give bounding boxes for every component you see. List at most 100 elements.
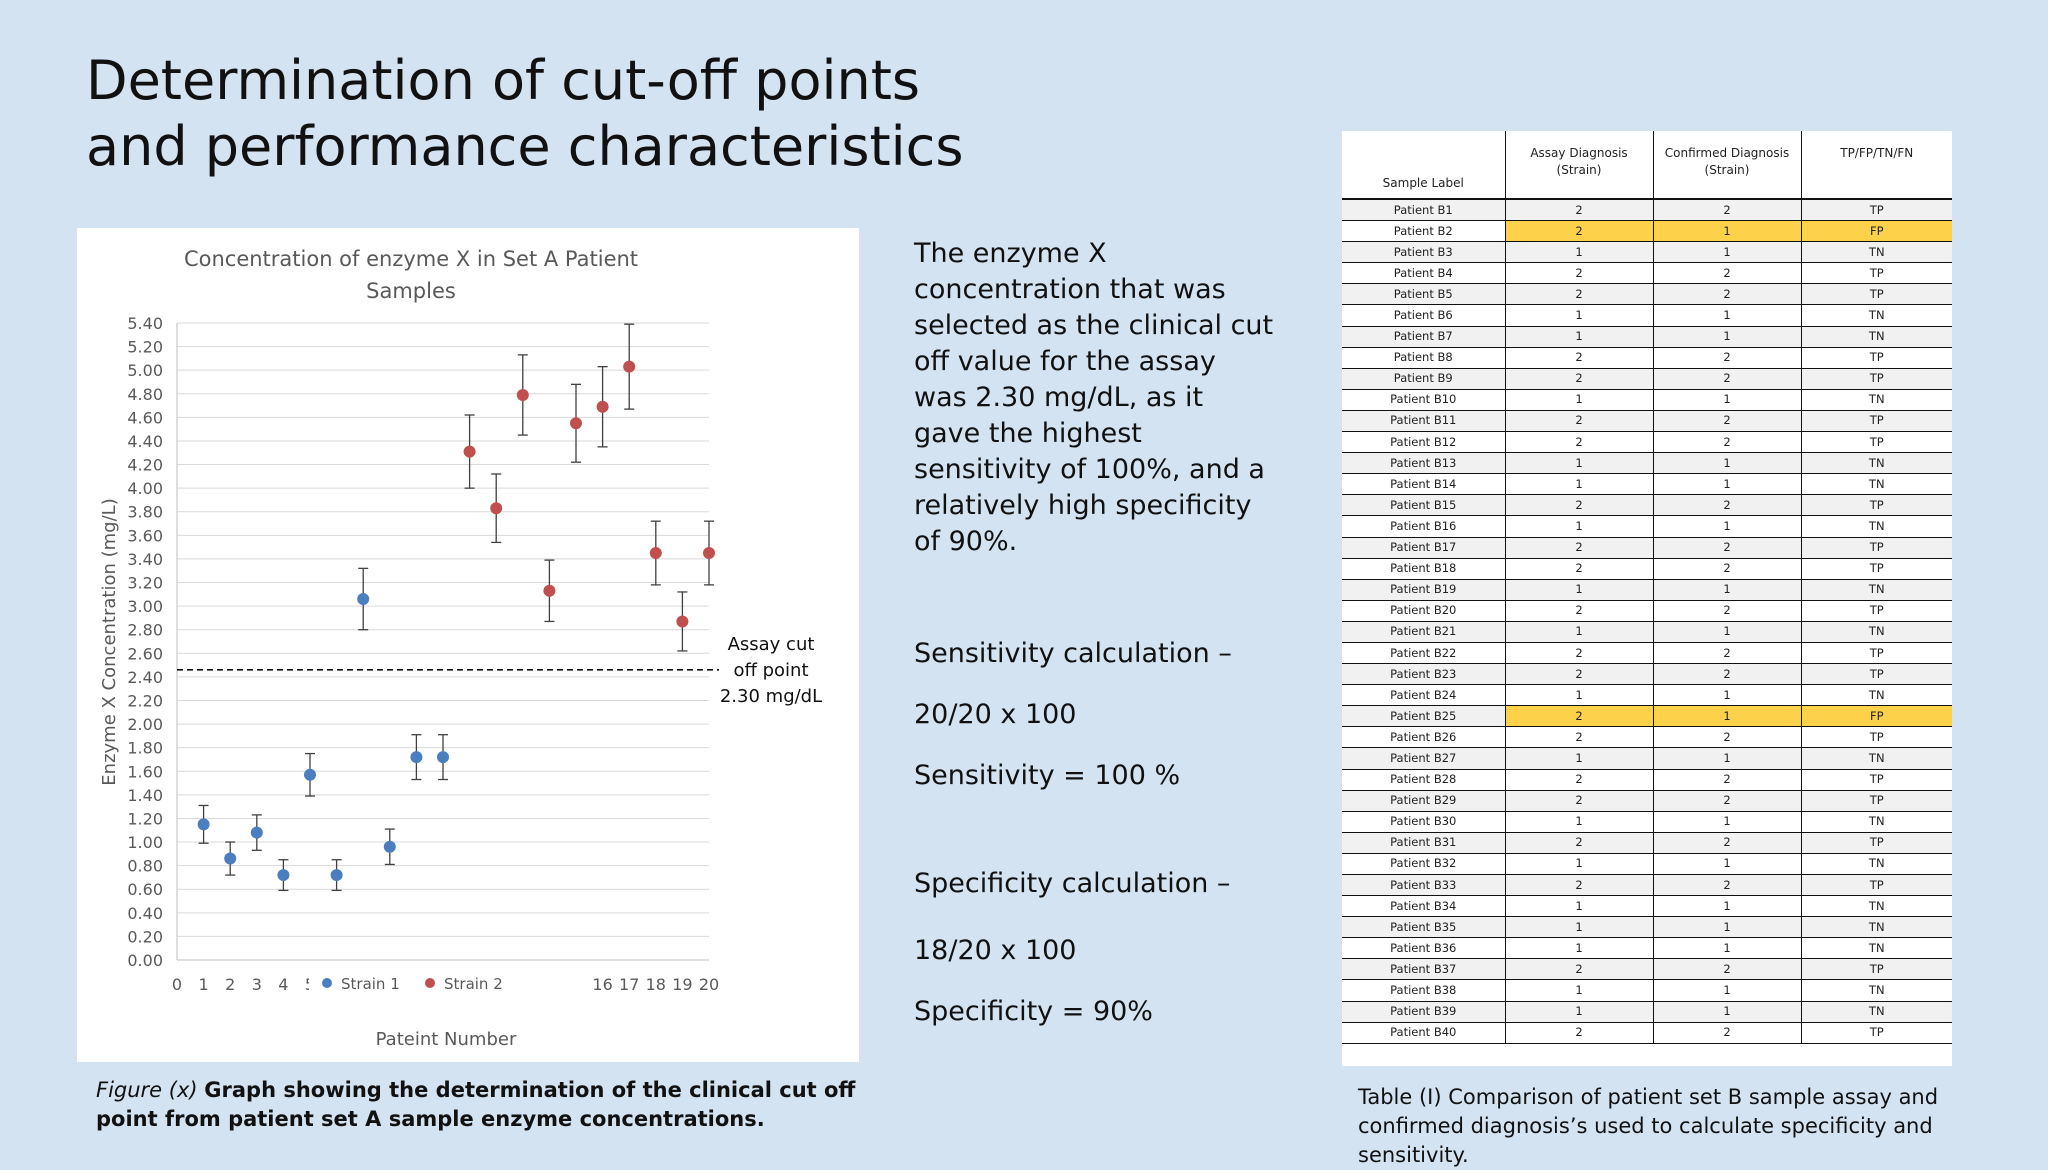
data-point-strain-2 (676, 615, 689, 628)
y-tick-label: 0.60 (127, 880, 163, 899)
table-row: Patient B23 2 2 TP (1342, 663, 1952, 686)
cell-confirmed-diagnosis: 2 (1653, 431, 1802, 454)
scatter-chart: Concentration of enzyme X in Set A Patie… (99, 247, 822, 1050)
y-tick-label: 5.00 (127, 361, 163, 380)
cell-confirmed-diagnosis: 1 (1653, 473, 1802, 496)
cell-confirmed-diagnosis: 2 (1653, 874, 1802, 897)
cell-confirmed-diagnosis: 2 (1653, 726, 1802, 749)
cell-confirmed-diagnosis: 1 (1653, 621, 1802, 643)
cutoff-label: off point (733, 660, 808, 681)
cell-assay-diagnosis: 2 (1505, 600, 1654, 622)
cell-assay-diagnosis: 2 (1505, 726, 1654, 749)
x-tick-label: 0 (172, 975, 182, 994)
cell-assay-diagnosis: 1 (1505, 916, 1654, 939)
data-point-strain-2 (703, 547, 715, 560)
cell-confirmed-diagnosis: 1 (1653, 916, 1802, 939)
cell-outcome: TN (1801, 389, 1952, 411)
cell-outcome: TP (1801, 642, 1952, 665)
cell-sample-label: Patient B27 (1342, 747, 1506, 770)
data-point-strain-2 (623, 360, 636, 373)
cell-confirmed-diagnosis: 1 (1653, 705, 1802, 728)
cell-confirmed-diagnosis: 2 (1653, 537, 1802, 559)
sensitivity-result: Sensitivity = 100 % (914, 760, 1181, 791)
cell-sample-label: Patient B36 (1342, 937, 1506, 960)
cell-assay-diagnosis: 2 (1505, 283, 1654, 306)
cell-sample-label: Patient B11 (1342, 410, 1506, 433)
y-tick-label: 2.20 (127, 691, 163, 710)
data-point-strain-1 (383, 840, 396, 853)
cell-assay-diagnosis: 1 (1505, 326, 1654, 348)
cell-outcome: TN (1801, 916, 1952, 939)
table-row: Patient B35 1 1 TN (1342, 916, 1952, 939)
header-sample-label: Sample Label (1342, 131, 1506, 200)
cell-assay-diagnosis: 2 (1505, 537, 1654, 559)
cell-outcome: TP (1801, 199, 1952, 222)
cell-assay-diagnosis: 2 (1505, 262, 1654, 285)
cell-outcome: TP (1801, 663, 1952, 686)
table-row: Patient B10 1 1 TN (1342, 389, 1952, 411)
y-tick-label: 4.80 (127, 385, 163, 404)
cell-sample-label: Patient B19 (1342, 579, 1506, 601)
y-tick-label: 1.40 (127, 786, 163, 805)
cell-confirmed-diagnosis: 1 (1653, 220, 1802, 243)
diagnosis-table-panel: Sample Label Assay Diagnosis (Strain) Co… (1342, 131, 1952, 1066)
table-row: Patient B24 1 1 TN (1342, 684, 1952, 707)
y-tick-label: 2.40 (127, 668, 163, 687)
chart-panel: Concentration of enzyme X in Set A Patie… (77, 228, 859, 1062)
cell-assay-diagnosis: 2 (1505, 347, 1654, 369)
y-tick-label: 0.00 (127, 951, 163, 970)
table-row: Patient B14 1 1 TN (1342, 473, 1952, 496)
cell-assay-diagnosis: 1 (1505, 684, 1654, 707)
diagnosis-table: Sample Label Assay Diagnosis (Strain) Co… (1342, 131, 1952, 1044)
cell-sample-label: Patient B25 (1342, 705, 1506, 728)
y-tick-label: 1.80 (127, 739, 163, 758)
cell-sample-label: Patient B16 (1342, 515, 1506, 538)
cell-outcome: TP (1801, 958, 1952, 981)
cell-sample-label: Patient B13 (1342, 452, 1506, 475)
cell-outcome: TN (1801, 452, 1952, 475)
table-row: Patient B20 2 2 TP (1342, 600, 1952, 622)
y-tick-label: 0.20 (127, 927, 163, 946)
y-tick-label: 5.40 (127, 314, 163, 333)
cell-sample-label: Patient B21 (1342, 621, 1506, 643)
cell-sample-label: Patient B31 (1342, 832, 1506, 854)
cell-confirmed-diagnosis: 1 (1653, 241, 1802, 264)
x-tick-label: 16 (592, 975, 612, 994)
table-header-row: Sample Label Assay Diagnosis (Strain) Co… (1342, 131, 1952, 200)
data-point-strain-2 (543, 584, 556, 597)
cell-confirmed-diagnosis: 1 (1653, 304, 1802, 327)
cell-sample-label: Patient B37 (1342, 958, 1506, 981)
cell-confirmed-diagnosis: 2 (1653, 347, 1802, 369)
cell-sample-label: Patient B10 (1342, 389, 1506, 411)
data-point-strain-1 (357, 593, 370, 606)
cell-outcome: TP (1801, 769, 1952, 791)
y-tick-label: 3.80 (127, 503, 163, 522)
cell-outcome: TN (1801, 473, 1952, 496)
table-row: Patient B37 2 2 TP (1342, 958, 1952, 981)
data-point-strain-1 (330, 869, 343, 882)
cell-confirmed-diagnosis: 2 (1653, 410, 1802, 433)
cell-assay-diagnosis: 1 (1505, 853, 1654, 876)
cell-sample-label: Patient B5 (1342, 283, 1506, 306)
cell-outcome: TN (1801, 241, 1952, 264)
cell-assay-diagnosis: 1 (1505, 515, 1654, 538)
cell-outcome: TN (1801, 979, 1952, 1002)
cell-assay-diagnosis: 1 (1505, 979, 1654, 1002)
cell-sample-label: Patient B3 (1342, 241, 1506, 264)
cell-confirmed-diagnosis: 2 (1653, 199, 1802, 222)
y-tick-label: 2.80 (127, 621, 163, 640)
cell-sample-label: Patient B23 (1342, 663, 1506, 686)
data-point-strain-1 (437, 751, 449, 764)
cell-outcome: TN (1801, 326, 1952, 348)
table-row: Patient B30 1 1 TN (1342, 811, 1952, 833)
y-tick-label: 3.60 (127, 526, 163, 545)
table-row: Patient B18 2 2 TP (1342, 558, 1952, 580)
x-tick-label: 2 (225, 975, 235, 994)
cell-assay-diagnosis: 1 (1505, 621, 1654, 643)
table-row: Patient B2 2 1 FP (1342, 220, 1952, 243)
y-tick-label: 3.20 (127, 574, 163, 593)
cell-confirmed-diagnosis: 2 (1653, 832, 1802, 854)
cell-outcome: TP (1801, 262, 1952, 285)
data-point-strain-1 (410, 751, 423, 764)
cell-sample-label: Patient B24 (1342, 684, 1506, 707)
